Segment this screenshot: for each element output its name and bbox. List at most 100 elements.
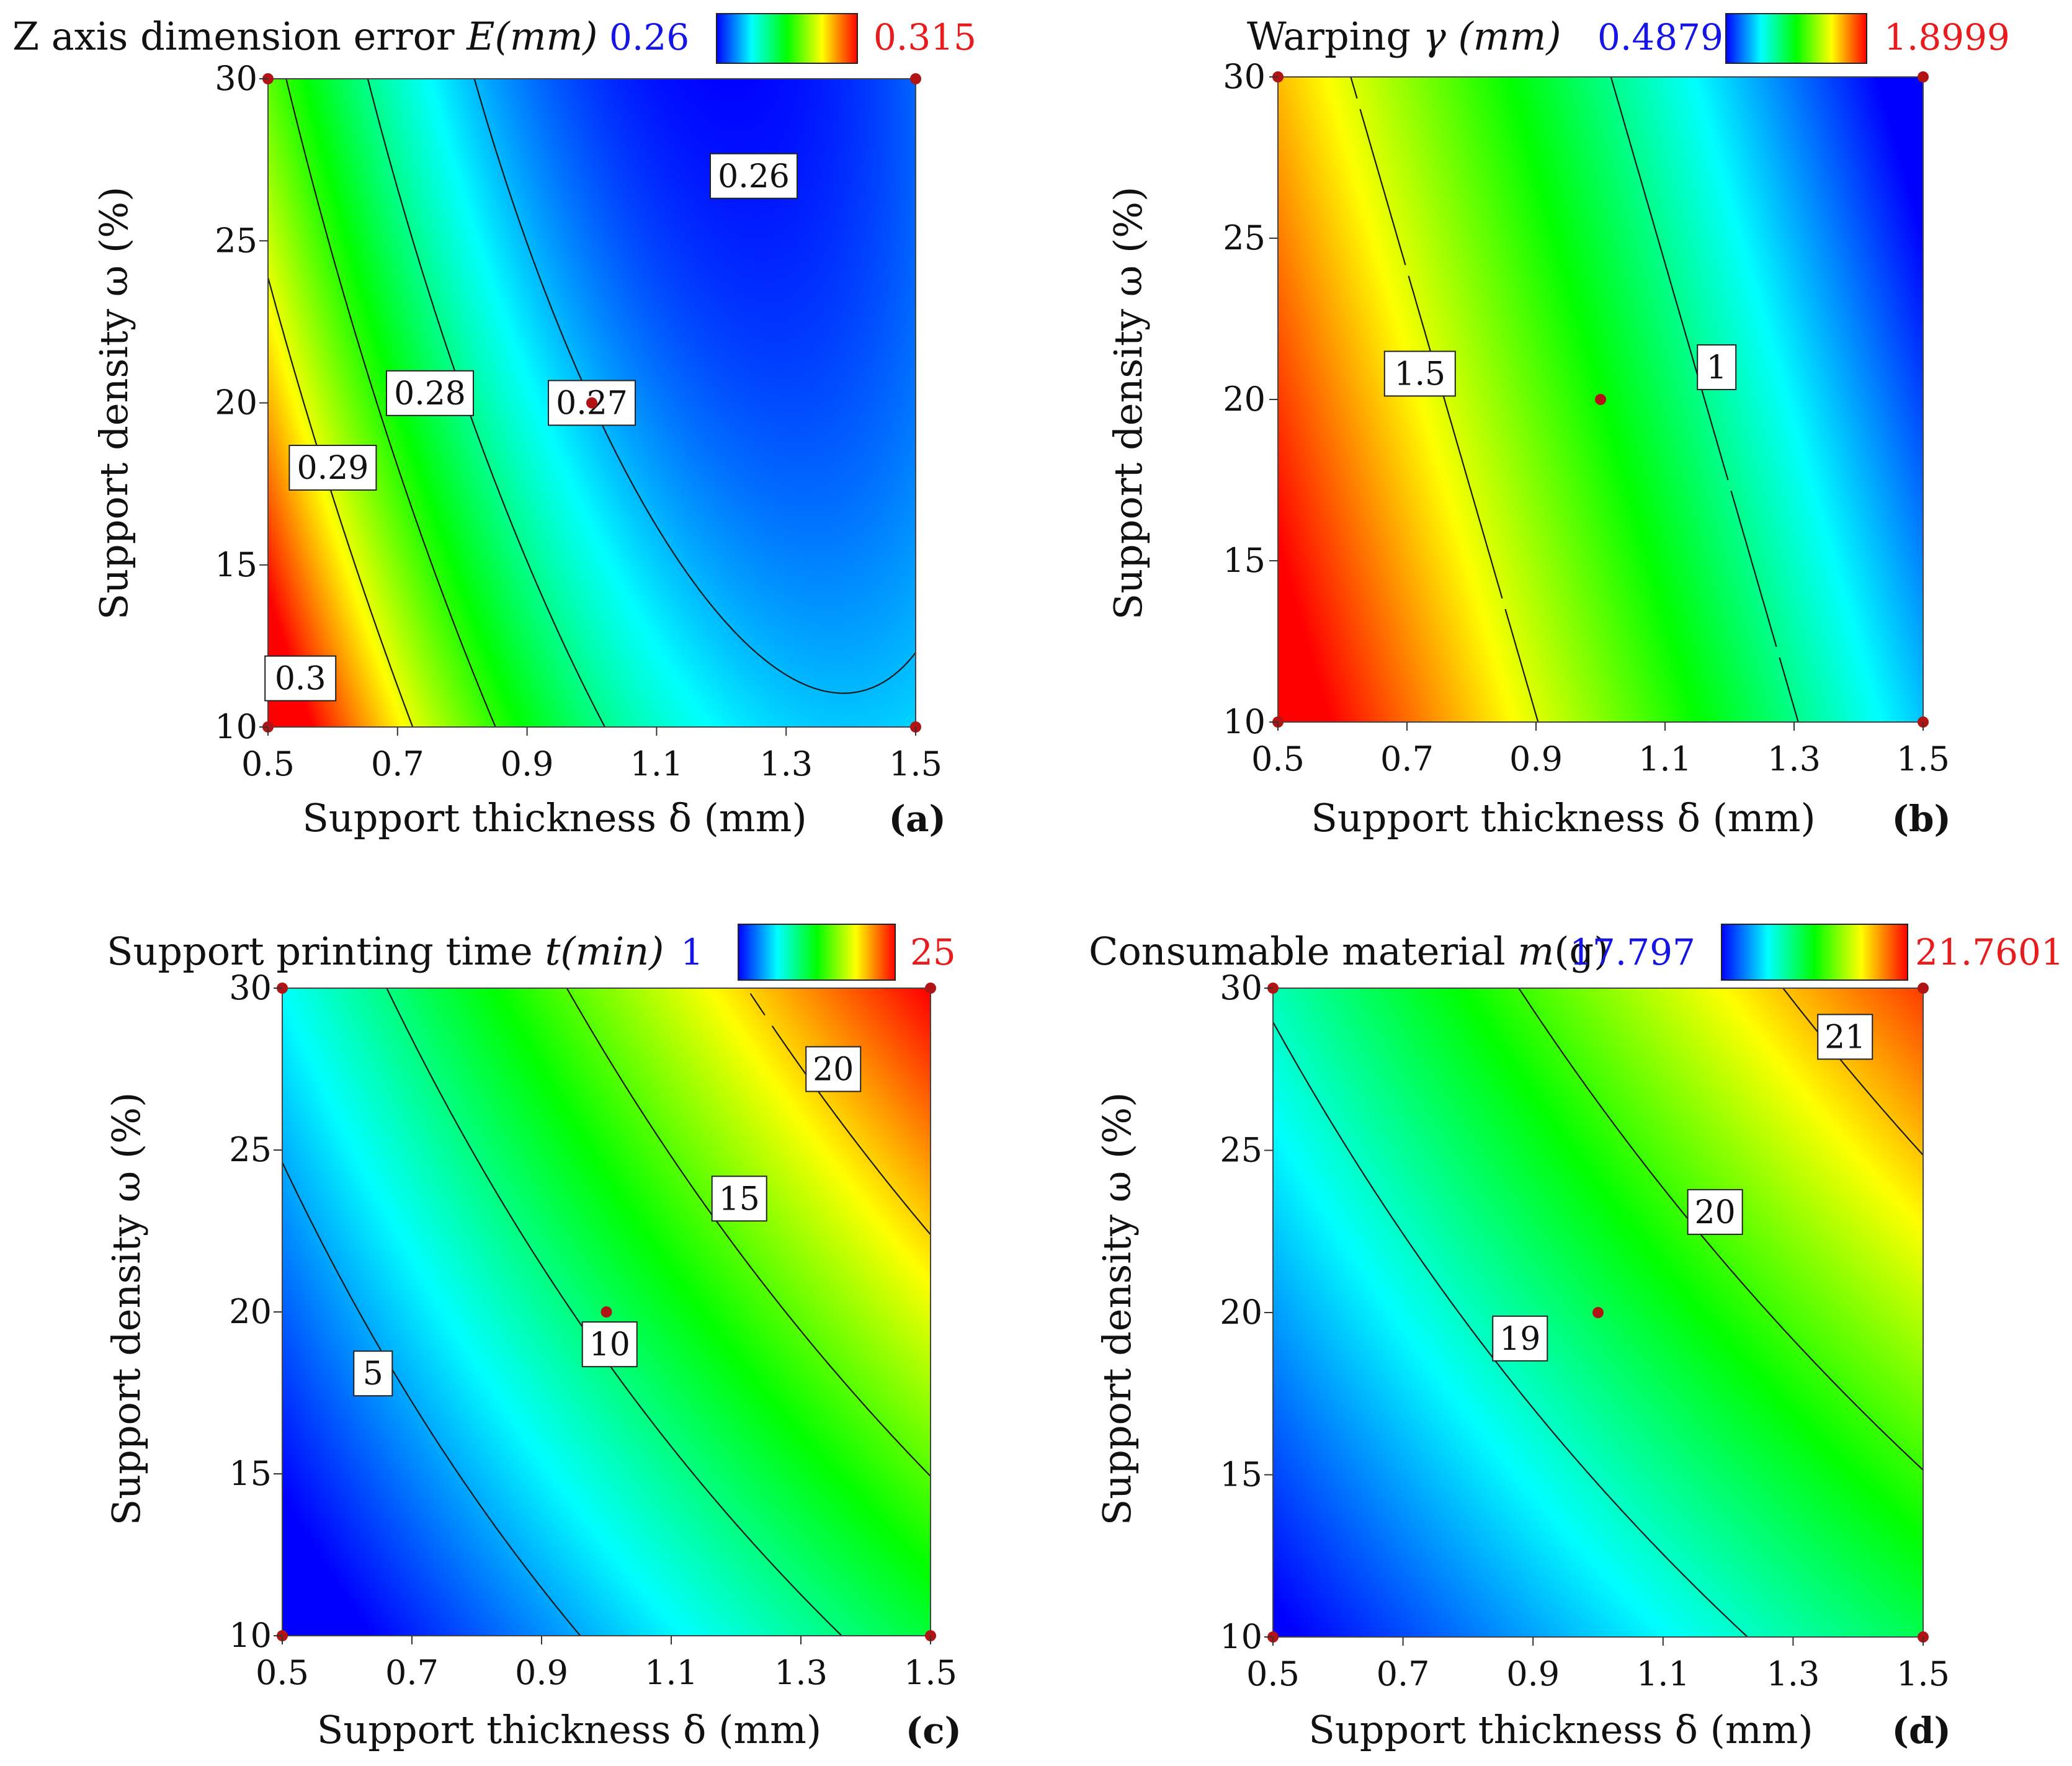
y-tick-label: 25: [1220, 1131, 1262, 1170]
panel-label: (c): [906, 1710, 962, 1752]
y-tick-label: 15: [215, 545, 257, 584]
colorbar-min-label: 0.26: [609, 16, 689, 58]
contour-label: 15: [711, 1175, 767, 1222]
y-tick-label: 20: [1220, 1293, 1262, 1332]
y-tick-label: 25: [215, 221, 257, 260]
x-tick-label: 1.3: [1767, 739, 1821, 778]
y-axis-label: Support density ω (%): [104, 1092, 149, 1526]
contour-label: 1: [1697, 344, 1737, 390]
contour-label-box: [710, 153, 798, 199]
contour-label: 1.5: [1383, 350, 1456, 397]
y-tick-label: 30: [1220, 968, 1262, 1007]
y-axis-label: Support density ω (%): [1105, 187, 1151, 620]
design-point: [925, 983, 936, 994]
x-axis-label: Support thickness δ (mm): [317, 1707, 821, 1752]
contour-label: 21: [1817, 1014, 1873, 1060]
y-tick-label: 30: [215, 59, 257, 98]
contour-label-text: 20: [813, 1051, 854, 1089]
panel-d: 19 20 21 0.5 0.7 0.9 1.1 1.3 1.5 10 15 20 25 30 Suppor…: [1089, 924, 2064, 1752]
y-tick-label: 25: [229, 1130, 272, 1169]
contour-label-text: 5: [363, 1355, 383, 1393]
colorbar-max-label: 1.8999: [1884, 16, 2010, 58]
design-point: [1592, 1307, 1604, 1318]
design-point: [1918, 71, 1929, 83]
colorbar-min-label: 1: [681, 931, 703, 973]
contour-label-box: [386, 370, 474, 416]
y-tick-label: 15: [1220, 1455, 1262, 1494]
contour-label-text: 0.26: [718, 158, 790, 195]
y-tick-label: 10: [1223, 702, 1266, 741]
contour-label-box: [805, 1046, 862, 1092]
contour-label-box: [1697, 344, 1737, 390]
chart-title: Support printing time t(min): [107, 929, 664, 974]
y-tick-label: 30: [229, 968, 272, 1007]
contour-label-text: 1: [1707, 349, 1727, 386]
contour-label-box: [288, 445, 377, 491]
x-tick-label: 0.9: [501, 744, 554, 783]
x-axis-label: Support thickness δ (mm): [1308, 1707, 1813, 1752]
x-tick-label: 0.7: [371, 744, 424, 783]
y-tick-label: 10: [215, 707, 257, 746]
contour-label-text: 10: [589, 1326, 630, 1363]
contour-label: 0.26: [710, 153, 798, 199]
colorbar: [738, 924, 896, 981]
x-tick-label: 1.3: [759, 744, 813, 783]
contour-label-text: 21: [1824, 1019, 1865, 1056]
design-point: [601, 1306, 612, 1318]
x-tick-label: 0.9: [1506, 1654, 1560, 1693]
x-tick-label: 0.9: [515, 1653, 568, 1692]
contour-label-box: [1687, 1188, 1743, 1235]
y-tick-label: 15: [229, 1454, 272, 1493]
panel-label: (a): [889, 798, 946, 840]
panel-b: 1.5 1 0.5 0.7 0.9 1.1 1.3 1.5 10 15 20 25 30 Support …: [1105, 13, 2010, 841]
contour-label-box: [581, 1321, 638, 1368]
panel-label: (d): [1892, 1710, 1951, 1752]
design-point: [1918, 983, 1929, 994]
contour-label-text: 15: [719, 1180, 760, 1218]
contour-label: 5: [353, 1350, 393, 1397]
colorbar-min-label: 17.797: [1570, 931, 1695, 973]
chart-title: Consumable material m(g): [1089, 929, 1609, 974]
x-tick-label: 0.5: [256, 1653, 309, 1692]
contour-label: 0.3: [264, 655, 337, 702]
colorbar-min-label: 0.4879: [1597, 16, 1723, 58]
colorbar-max-label: 25: [910, 931, 956, 973]
design-point: [910, 73, 921, 84]
y-tick-label: 20: [215, 383, 257, 422]
contour-label-box: [711, 1175, 767, 1222]
colorbar: [1725, 13, 1867, 64]
contour-label-box: [1383, 350, 1456, 397]
y-tick-label: 15: [1223, 541, 1266, 580]
y-tick-label: 30: [1223, 57, 1266, 96]
y-tick-label: 20: [229, 1292, 272, 1331]
contour-label-box: [1817, 1014, 1873, 1060]
contour-label: 19: [1492, 1315, 1548, 1362]
contour-line-0.29: [285, 78, 496, 728]
x-tick-label: 0.7: [1380, 739, 1434, 778]
colorbar: [716, 13, 858, 64]
x-tick-label: 1.3: [1766, 1654, 1820, 1693]
contour-label-box: [353, 1350, 393, 1397]
x-tick-label: 0.7: [1377, 1654, 1430, 1693]
panel-a: 0.30.290.280.270.260.50.70.91.11.31.5101…: [12, 13, 976, 841]
x-tick-label: 1.1: [1638, 739, 1692, 778]
x-tick-label: 1.5: [889, 744, 942, 783]
y-tick-label: 20: [1223, 380, 1266, 419]
contour-line-19: [1272, 1022, 1748, 1638]
x-axis-label: Support thickness δ (mm): [302, 795, 806, 841]
x-tick-label: 0.5: [1246, 1654, 1300, 1693]
x-tick-label: 0.9: [1509, 739, 1563, 778]
y-tick-label: 25: [1223, 218, 1266, 257]
contour-label-text: 0.29: [297, 450, 369, 487]
contour-line-0.27: [473, 78, 916, 694]
colorbar-max-label: 21.7601: [1915, 931, 2064, 973]
contour-label: 20: [1687, 1188, 1743, 1235]
contour-label: 20: [805, 1046, 862, 1092]
y-axis-label: Support density ω (%): [1094, 1092, 1140, 1526]
x-tick-label: 1.1: [630, 744, 683, 783]
contour-label-box: [1492, 1315, 1548, 1362]
contour-label: 10: [581, 1321, 638, 1368]
colorbar: [1721, 924, 1908, 981]
contour-label-text: 0.3: [275, 661, 326, 698]
